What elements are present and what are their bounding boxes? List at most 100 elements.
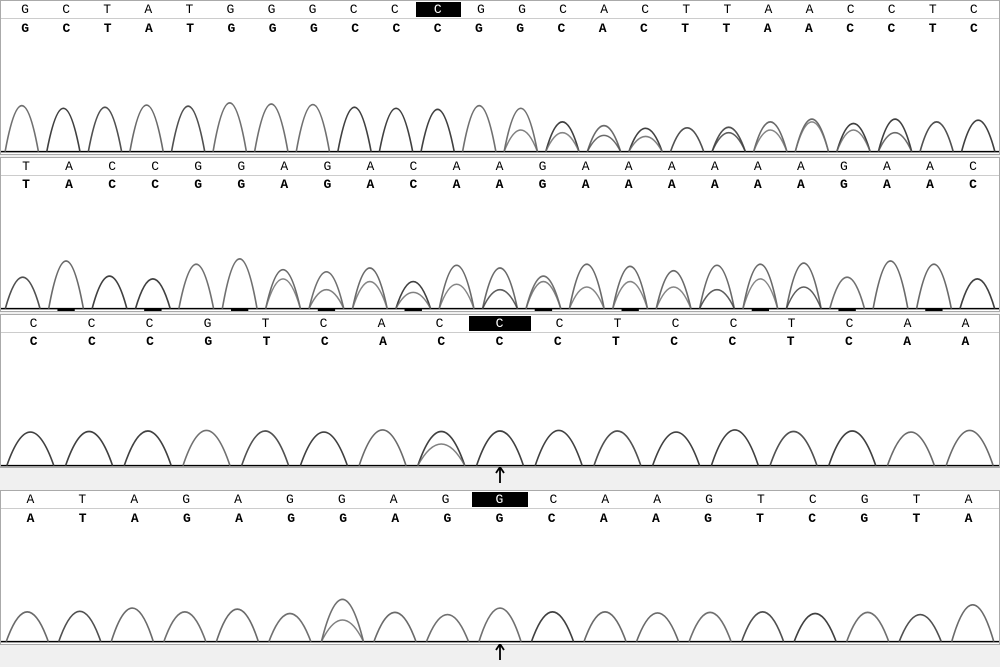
trace-peak [6, 612, 48, 642]
trace-peak [946, 430, 993, 465]
base-letter: G [682, 511, 734, 526]
base-letter: C [821, 316, 879, 331]
base-letter: A [479, 177, 522, 192]
secondary-peak [526, 281, 561, 308]
base-letter: G [177, 177, 220, 192]
base-letter: T [763, 316, 821, 331]
trace-peak [712, 127, 745, 151]
trace-peak [172, 106, 205, 151]
base-letter: T [707, 2, 748, 17]
base-letter: A [780, 177, 823, 192]
base-letter: T [5, 177, 48, 192]
base-letter: T [891, 511, 943, 526]
base-letter: A [737, 159, 780, 174]
trace-peak [952, 605, 994, 642]
trace-peak [960, 279, 995, 309]
reference-sequence-row: TACCGGAGACAAGAAAAAAGAAC [1, 158, 999, 176]
base-letter: T [587, 334, 645, 349]
base-letter: A [565, 177, 608, 192]
base-letter: A [789, 21, 830, 36]
base-letter: C [134, 159, 177, 174]
base-letter: A [48, 159, 91, 174]
base-letter: T [57, 492, 109, 507]
base-letter: C [531, 316, 589, 331]
base-letter: C [134, 177, 177, 192]
base-letter: G [306, 177, 349, 192]
base-letter: G [461, 2, 502, 17]
base-letter: C [418, 21, 459, 36]
base-letter: C [296, 334, 354, 349]
trace-peak [421, 109, 454, 151]
trace-peak [653, 432, 700, 466]
base-letter: T [169, 2, 210, 17]
base-letter: A [353, 316, 411, 331]
base-letter: A [109, 511, 161, 526]
base-letter: A [565, 159, 608, 174]
trace-peak [396, 281, 431, 308]
base-letter: G [5, 21, 46, 36]
base-letter: G [253, 21, 294, 36]
base-letter: A [584, 2, 625, 17]
trace-peak [962, 120, 995, 151]
trace-peak [49, 261, 84, 309]
base-letter: G [420, 492, 472, 507]
trace-peak [613, 266, 648, 308]
base-letter: A [937, 316, 995, 331]
base-letter: A [263, 177, 306, 192]
secondary-peak [700, 289, 735, 308]
secondary-peak [504, 130, 537, 152]
chromatogram-panel: TACCGGAGACAAGAAAAAAGAACTACCGGAGACAAGAAAA… [0, 157, 1000, 312]
base-letter: G [459, 21, 500, 36]
base-letter: A [632, 492, 684, 507]
base-letter: T [5, 159, 48, 174]
base-letter: G [5, 2, 46, 17]
base-letter: C [952, 177, 995, 192]
trace-peak [266, 269, 301, 308]
base-letter: T [891, 492, 943, 507]
base-letter: G [293, 2, 334, 17]
base-letter: C [954, 2, 995, 17]
trace-peak [359, 429, 406, 465]
base-letter: C [392, 177, 435, 192]
base-letter: C [469, 316, 531, 331]
trace-peak [222, 259, 257, 309]
base-letter: G [220, 177, 263, 192]
base-letter: C [471, 334, 529, 349]
trace-peak [711, 429, 758, 465]
base-letter: T [913, 2, 954, 17]
trace-area [1, 37, 999, 154]
base-letter: C [830, 21, 871, 36]
base-letter: A [213, 511, 265, 526]
trace-peak [689, 613, 731, 642]
base-letter: G [220, 159, 263, 174]
base-letter: A [866, 177, 909, 192]
trace-peak [671, 128, 704, 152]
base-letter: A [370, 511, 422, 526]
chromatogram-panel: CCCGTCACCCTCCTCAACCCGTCACCCTCCTCAA. [0, 314, 1000, 469]
base-letter: A [213, 492, 265, 507]
base-letter: T [706, 21, 747, 36]
trace-peak [899, 615, 941, 642]
base-letter: C [954, 21, 995, 36]
base-letter: T [238, 334, 296, 349]
base-letter: C [334, 2, 375, 17]
base-letter: G [522, 177, 565, 192]
trace-peak [830, 277, 865, 308]
base-letter: C [529, 334, 587, 349]
base-letter: G [500, 21, 541, 36]
base-letter: T [665, 21, 706, 36]
base-letter: A [608, 177, 651, 192]
trace-peak [479, 608, 521, 642]
base-letter: G [823, 177, 866, 192]
base-letter: A [5, 511, 57, 526]
base-letter: A [694, 159, 737, 174]
base-letter: C [526, 511, 578, 526]
trace-area [1, 351, 999, 468]
base-letter: A [748, 2, 789, 17]
trace-peak [463, 106, 496, 152]
trace-peak [584, 612, 626, 642]
base-letter: T [666, 2, 707, 17]
base-letter: C [787, 511, 839, 526]
trace-peak [794, 614, 836, 642]
called-sequence-row: GCTATGGGCCCGGCACTTAACCTC [1, 19, 999, 37]
